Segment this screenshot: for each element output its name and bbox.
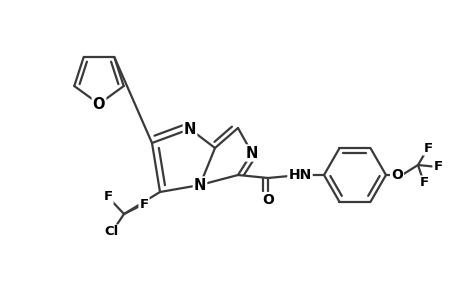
Text: F: F xyxy=(419,176,428,190)
Text: N: N xyxy=(193,178,206,193)
Text: O: O xyxy=(93,97,105,112)
Text: N: N xyxy=(184,122,196,136)
Text: N: N xyxy=(245,146,257,160)
Text: F: F xyxy=(139,197,148,211)
Text: O: O xyxy=(390,168,402,182)
Text: F: F xyxy=(103,190,112,203)
Text: F: F xyxy=(432,160,442,173)
Text: HN: HN xyxy=(288,168,311,182)
Text: F: F xyxy=(423,142,431,154)
Text: Cl: Cl xyxy=(105,226,119,238)
Text: O: O xyxy=(262,193,274,207)
